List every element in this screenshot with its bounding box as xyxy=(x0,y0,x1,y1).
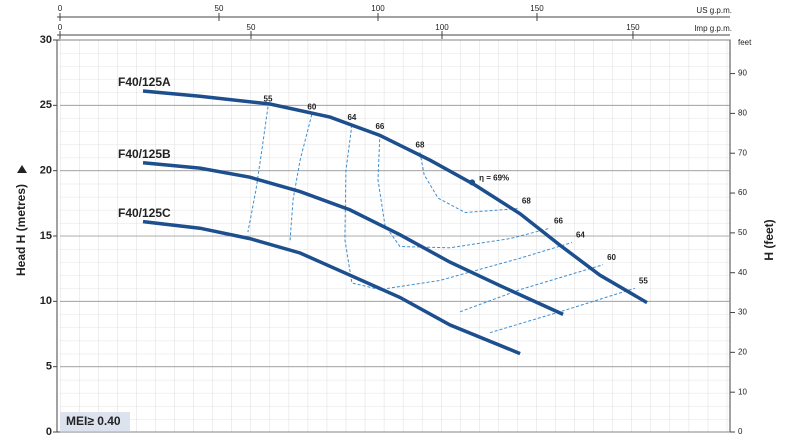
x-tick-label: 0 xyxy=(58,4,63,13)
efficiency-label: 60 xyxy=(307,103,316,112)
x2-tick-label: 100 xyxy=(435,23,449,32)
efficiency-line xyxy=(419,152,518,214)
efficiency-label: 68 xyxy=(416,140,425,149)
badge-box xyxy=(60,412,130,432)
y2-tick-label: 80 xyxy=(738,109,747,118)
efficiency-line xyxy=(344,124,573,291)
y2-axis-unit: feet xyxy=(738,38,752,47)
curve-label: F40/125A xyxy=(118,75,171,89)
efficiency-label: 66 xyxy=(554,216,563,225)
axis-arrow xyxy=(17,165,27,173)
efficiency-label: 60 xyxy=(607,253,616,262)
peak-point xyxy=(469,179,476,186)
y2-tick-label: 30 xyxy=(738,308,747,317)
x-tick-label: 100 xyxy=(371,4,385,13)
x-tick-label: 50 xyxy=(215,4,224,13)
y-tick-label: 5 xyxy=(46,361,52,373)
y-tick-label: 20 xyxy=(40,165,52,177)
y2-tick-label: 10 xyxy=(738,387,747,396)
y-tick-label: 30 xyxy=(40,34,52,46)
y-tick-label: 0 xyxy=(46,426,52,438)
x2-axis-unit: Imp g.p.m. xyxy=(694,24,732,33)
x2-tick-label: 150 xyxy=(626,23,640,32)
efficiency-label: 64 xyxy=(576,231,585,240)
curve-label: F40/125C xyxy=(118,206,171,220)
y2-tick-label: 70 xyxy=(738,148,747,157)
x2-tick-label: 0 xyxy=(58,23,63,32)
efficiency-label: 55 xyxy=(264,95,273,104)
pump-curve xyxy=(142,161,564,316)
y2-tick-label: 60 xyxy=(738,188,747,197)
x-tick-label: 150 xyxy=(530,4,544,13)
x2-tick-label: 50 xyxy=(247,23,256,32)
pump-curve xyxy=(142,219,521,356)
curve-label: F40/125B xyxy=(118,147,171,161)
x-axis-unit: US g.p.m. xyxy=(696,6,732,15)
y-tick-label: 15 xyxy=(40,230,52,242)
y2-axis-title: H (feet) xyxy=(762,219,776,260)
y2-tick-label: 50 xyxy=(738,228,747,237)
efficiency-line xyxy=(247,106,636,334)
efficiency-label: 64 xyxy=(347,113,356,122)
y2-tick-label: 90 xyxy=(738,69,747,78)
y2-tick-label: 0 xyxy=(738,427,743,436)
efficiency-line xyxy=(377,134,551,249)
y2-tick-label: 20 xyxy=(738,347,747,356)
peak-label: η = 69% xyxy=(479,174,509,183)
y2-tick-label: 40 xyxy=(738,268,747,277)
efficiency-line xyxy=(289,114,604,313)
efficiency-label: 66 xyxy=(375,122,384,131)
efficiency-label: 55 xyxy=(639,276,648,285)
y-tick-label: 25 xyxy=(40,99,52,111)
y-tick-label: 10 xyxy=(40,295,52,307)
efficiency-label: 68 xyxy=(522,197,531,206)
pump-curve xyxy=(142,89,648,305)
badge: MEI≥ 0.40 xyxy=(66,414,121,428)
y-axis-title: Head H (metres) xyxy=(14,184,28,276)
